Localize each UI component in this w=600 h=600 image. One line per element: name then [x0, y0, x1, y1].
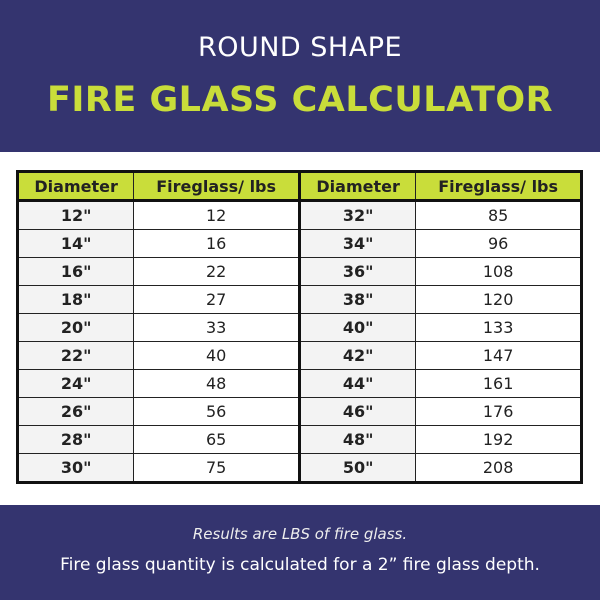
- table-row: 16" 22 36" 108: [16, 257, 582, 286]
- diameter-cell: 48": [297, 425, 417, 454]
- fireglass-lbs-cell: 22: [133, 257, 300, 286]
- column-header: Diameter: [16, 171, 135, 202]
- diameter-cell: 46": [297, 397, 417, 426]
- diameter-cell: 38": [297, 285, 417, 314]
- fireglass-lbs-cell: 96: [415, 229, 582, 258]
- diameter-cell: 26": [16, 397, 135, 426]
- fireglass-lbs-cell: 12: [133, 200, 300, 230]
- depth-note: Fire glass quantity is calculated for a …: [60, 555, 540, 575]
- fireglass-lbs-cell: 16: [133, 229, 300, 258]
- fireglass-lbs-cell: 108: [415, 257, 582, 286]
- results-note: Results are LBS of fire glass.: [192, 525, 408, 543]
- table-row: 20" 33 40" 133: [16, 313, 582, 342]
- footer-band: Results are LBS of fire glass. Fire glas…: [0, 505, 600, 600]
- column-header: Fireglass/ lbs: [133, 171, 300, 202]
- fireglass-lbs-cell: 192: [415, 425, 582, 454]
- fireglass-lbs-cell: 33: [133, 313, 300, 342]
- header-band: ROUND SHAPE FIRE GLASS CALCULATOR: [0, 0, 600, 152]
- diameter-cell: 22": [16, 341, 135, 370]
- fireglass-lbs-cell: 120: [415, 285, 582, 314]
- table-row: 12" 12 32" 85: [16, 200, 582, 230]
- diameter-cell: 12": [16, 200, 135, 230]
- diameter-cell: 18": [16, 285, 135, 314]
- table-header-row: Diameter Fireglass/ lbs Diameter Fireglass/…: [16, 171, 582, 202]
- fireglass-lbs-cell: 56: [133, 397, 300, 426]
- diameter-cell: 16": [16, 257, 135, 286]
- diameter-cell: 32": [297, 200, 417, 230]
- column-header: Diameter: [297, 171, 417, 202]
- page-title: FIRE GLASS CALCULATOR: [46, 80, 554, 120]
- fireglass-lbs-cell: 27: [133, 285, 300, 314]
- diameter-cell: 44": [297, 369, 417, 398]
- fireglass-lbs-cell: 147: [415, 341, 582, 370]
- table-row: 14" 16 34" 96: [16, 229, 582, 258]
- diameter-cell: 36": [297, 257, 417, 286]
- table-row: 18" 27 38" 120: [16, 285, 582, 314]
- diameter-cell: 42": [297, 341, 417, 370]
- diameter-cell: 34": [297, 229, 417, 258]
- fireglass-lbs-cell: 40: [133, 341, 300, 370]
- diameter-cell: 28": [16, 425, 135, 454]
- diameter-cell: 50": [297, 453, 417, 483]
- fireglass-lbs-cell: 176: [415, 397, 582, 426]
- fireglass-lbs-cell: 65: [133, 425, 300, 454]
- diameter-cell: 24": [16, 369, 135, 398]
- table-row: 30" 75 50" 208: [16, 453, 582, 483]
- fireglass-lbs-cell: 161: [415, 369, 582, 398]
- table-row: 26" 56 46" 176: [16, 397, 582, 426]
- fireglass-lbs-cell: 85: [415, 200, 582, 230]
- diameter-cell: 40": [297, 313, 417, 342]
- fireglass-lbs-cell: 133: [415, 313, 582, 342]
- column-header: Fireglass/ lbs: [415, 171, 582, 202]
- diameter-cell: 20": [16, 313, 135, 342]
- table-row: 22" 40 42" 147: [16, 341, 582, 370]
- diameter-cell: 30": [16, 453, 135, 483]
- fireglass-lbs-cell: 48: [133, 369, 300, 398]
- table-row: 24" 48 44" 161: [16, 369, 582, 398]
- fireglass-lbs-cell: 208: [415, 453, 582, 483]
- fireglass-lbs-cell: 75: [133, 453, 300, 483]
- diameter-cell: 14": [16, 229, 135, 258]
- table-row: 28" 65 48" 192: [16, 425, 582, 454]
- fire-glass-table: Diameter Fireglass/ lbs Diameter Fireglass/…: [16, 170, 583, 484]
- subtitle: ROUND SHAPE: [197, 32, 403, 63]
